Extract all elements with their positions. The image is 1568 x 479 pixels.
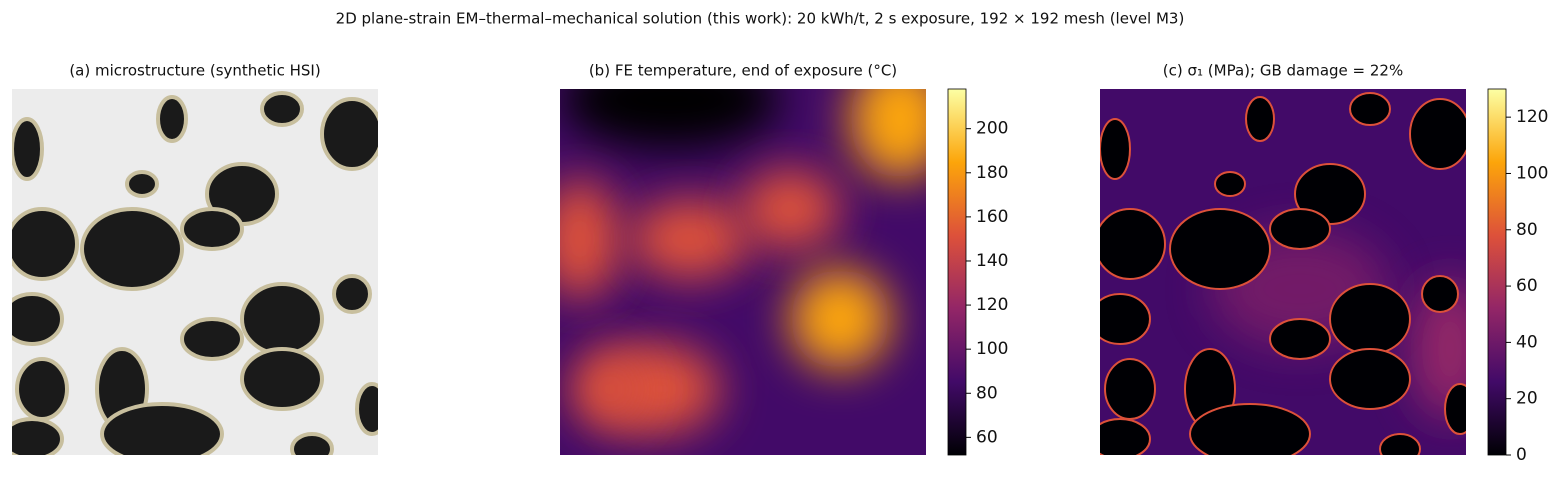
grain (1189, 403, 1311, 455)
colorbar-tick-label: 120 (976, 295, 1008, 315)
grain (1100, 118, 1131, 180)
grain (1421, 275, 1459, 313)
grain (332, 274, 372, 314)
hot-zone (570, 349, 650, 429)
grain (180, 207, 244, 251)
hot-zone (630, 199, 750, 279)
grain (1329, 348, 1411, 410)
grain (260, 91, 304, 127)
grain (1104, 358, 1156, 420)
grain (12, 292, 64, 346)
colorbar-tick-label: 20 (1516, 389, 1538, 409)
colorbar (1487, 88, 1507, 456)
cold-zone (560, 89, 780, 149)
grain (156, 95, 188, 143)
grain (180, 317, 244, 361)
grain (1100, 293, 1151, 345)
grain (240, 347, 324, 411)
panel-image (1100, 89, 1466, 455)
hot-zone (560, 179, 620, 299)
colorbar-tick-label: 140 (976, 251, 1008, 271)
stress-zone (1410, 279, 1466, 419)
grain (100, 402, 224, 455)
colorbar-tick-label: 40 (1516, 332, 1538, 352)
grain (12, 117, 44, 181)
colorbar-tick-label: 180 (976, 163, 1008, 183)
grain (320, 97, 378, 171)
grain (1409, 98, 1466, 170)
grain (12, 207, 79, 281)
grain (12, 417, 64, 455)
grain (1245, 96, 1275, 142)
grain (1269, 318, 1331, 360)
grain (1269, 208, 1331, 250)
grain (1100, 208, 1166, 280)
grain (1329, 283, 1411, 355)
colorbar-tick-label: 200 (976, 119, 1008, 139)
grain (1444, 383, 1466, 435)
hot-zone (850, 89, 926, 179)
panel-image (12, 89, 378, 455)
colorbar-tick-label: 60 (976, 427, 998, 447)
grain (1100, 418, 1151, 455)
grain (355, 382, 378, 436)
grain (125, 170, 159, 198)
grain (1379, 433, 1421, 455)
hot-zone (740, 169, 840, 249)
colorbar-tick-label: 80 (976, 383, 998, 403)
hot-zone (790, 269, 890, 369)
colorbar-tick-label: 60 (1516, 276, 1538, 296)
panel-title: (b) FE temperature, end of exposure (°C) (589, 62, 897, 80)
panel-image (560, 89, 926, 455)
panel-title: (a) microstructure (synthetic HSI) (69, 62, 320, 80)
colorbar-tick-label: 0 (1516, 445, 1527, 465)
colorbar-tick-label: 100 (1516, 163, 1548, 183)
grain (80, 207, 184, 291)
grain (290, 432, 334, 455)
panel-title: (c) σ₁ (MPa); GB damage = 22% (1163, 62, 1403, 80)
suptitle: 2D plane-strain EM–thermal–mechanical so… (336, 10, 1185, 28)
grain (15, 357, 69, 421)
colorbar (947, 88, 967, 456)
grain (1349, 92, 1391, 126)
colorbar-tick-label: 80 (1516, 220, 1538, 240)
grain (1169, 208, 1271, 290)
colorbar-tick-label: 120 (1516, 107, 1548, 127)
colorbar-tick-label: 100 (976, 339, 1008, 359)
colorbar-tick-label: 160 (976, 207, 1008, 227)
grain (240, 282, 324, 356)
grain (1214, 171, 1246, 197)
